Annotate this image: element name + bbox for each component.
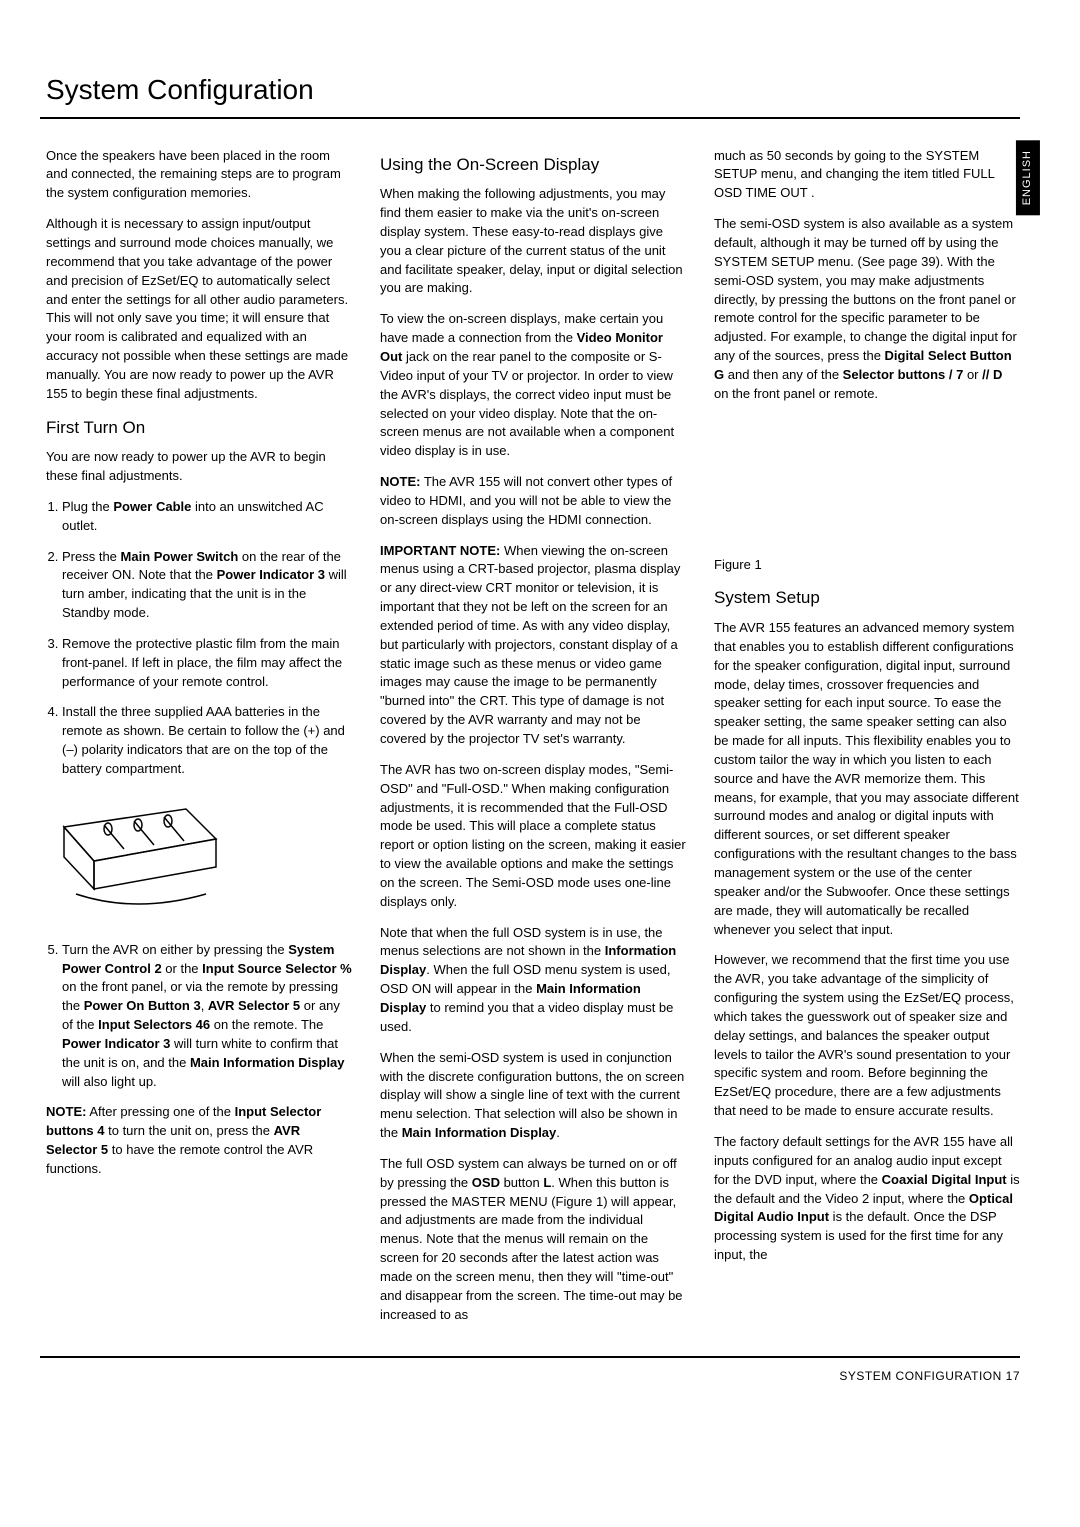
c3-p3: The AVR 155 features an advanced memory …: [714, 619, 1020, 939]
system-setup-heading: System Setup: [714, 586, 1020, 611]
c3-p5: The factory default settings for the AVR…: [714, 1133, 1020, 1265]
battery-illustration: [46, 799, 236, 919]
page-title: System Configuration: [40, 70, 1020, 111]
step-3: Remove the protective plastic film from …: [62, 635, 352, 692]
steps-list-2: Turn the AVR on either by pressing the S…: [46, 941, 352, 1092]
intro-para-1: Once the speakers have been placed in th…: [46, 147, 352, 204]
c3-p4: However, we recommend that the first tim…: [714, 951, 1020, 1121]
osd-p2: To view the on-screen displays, make cer…: [380, 310, 686, 461]
osd-p6: Note that when the full OSD system is in…: [380, 924, 686, 1037]
column-1: Once the speakers have been placed in th…: [46, 147, 352, 1337]
step-1: Plug the Power Cable into an unswitched …: [62, 498, 352, 536]
page-footer: SYSTEM CONFIGURATION 17: [40, 1356, 1020, 1385]
intro-para-2: Although it is necessary to assign input…: [46, 215, 352, 403]
c3-p2: The semi-OSD system is also available as…: [714, 215, 1020, 403]
step-note: NOTE: After pressing one of the Input Se…: [46, 1103, 352, 1178]
title-rule: [40, 117, 1020, 119]
osd-p8: The full OSD system can always be turned…: [380, 1155, 686, 1325]
first-turn-on-heading: First Turn On: [46, 416, 352, 441]
osd-p1: When making the following adjustments, y…: [380, 185, 686, 298]
osd-note: NOTE: The AVR 155 will not convert other…: [380, 473, 686, 530]
osd-important: IMPORTANT NOTE: When viewing the on-scre…: [380, 542, 686, 749]
osd-p5: The AVR has two on-screen display modes,…: [380, 761, 686, 912]
step-4: Install the three supplied AAA batteries…: [62, 703, 352, 778]
figure-placeholder: [714, 416, 1020, 556]
column-3: much as 50 seconds by going to the SYSTE…: [714, 147, 1020, 1337]
osd-p7: When the semi-OSD system is used in conj…: [380, 1049, 686, 1143]
c3-p1: much as 50 seconds by going to the SYSTE…: [714, 147, 1020, 204]
step-5: Turn the AVR on either by pressing the S…: [62, 941, 352, 1092]
body-columns: Once the speakers have been placed in th…: [40, 147, 1020, 1337]
steps-list: Plug the Power Cable into an unswitched …: [46, 498, 352, 779]
first-lead: You are now ready to power up the AVR to…: [46, 448, 352, 486]
step-2: Press the Main Power Switch on the rear …: [62, 548, 352, 623]
column-2: Using the On-Screen Display When making …: [380, 147, 686, 1337]
figure-1-label: Figure 1: [714, 556, 1020, 575]
osd-heading: Using the On-Screen Display: [380, 153, 686, 178]
